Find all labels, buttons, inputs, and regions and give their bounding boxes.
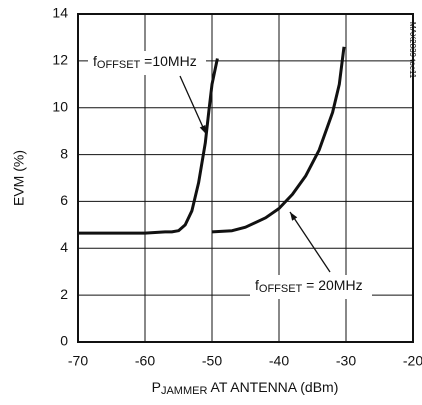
series-line bbox=[78, 58, 219, 235]
y-tick-label: 6 bbox=[60, 192, 68, 208]
plot-frame bbox=[77, 13, 414, 343]
arrow-head bbox=[199, 125, 206, 134]
x-tick-label: -40 bbox=[269, 353, 289, 369]
y-tick-label: 10 bbox=[52, 98, 68, 114]
x-label-sub: JAMMER bbox=[161, 385, 208, 397]
y-tick-label: 14 bbox=[52, 5, 68, 21]
x-tick-label: -30 bbox=[336, 353, 356, 369]
label-sub: OFFSET bbox=[97, 59, 141, 71]
x-label-part: AT ANTENNA (dBm) bbox=[207, 379, 338, 395]
y-tick-label: 4 bbox=[60, 239, 68, 255]
x-axis-label: PJAMMER AT ANTENNA (dBm) bbox=[152, 379, 339, 397]
y-tick-label: 2 bbox=[60, 286, 68, 302]
label-part: =10MHz bbox=[140, 53, 196, 69]
label-part: f bbox=[255, 277, 259, 293]
arrow-line bbox=[289, 211, 331, 273]
y-tick-label: 8 bbox=[60, 145, 68, 161]
x-tick-label: -70 bbox=[68, 353, 88, 369]
label-bg bbox=[88, 51, 206, 75]
series-line bbox=[211, 46, 346, 234]
label-bg bbox=[250, 275, 372, 299]
y-tick-label: 12 bbox=[52, 52, 68, 68]
x-tick-label: -50 bbox=[202, 353, 222, 369]
x-tick-label: -60 bbox=[135, 353, 155, 369]
x-label-part: P bbox=[152, 379, 161, 395]
series-label: fOFFSET = 20MHz bbox=[255, 277, 363, 295]
x-tick-label: -20 bbox=[403, 353, 422, 369]
arrow-head bbox=[290, 212, 298, 221]
series-label: fOFFSET =10MHz bbox=[93, 53, 197, 71]
label-part: = 20MHz bbox=[302, 277, 362, 293]
y-axis-label: EVM (%) bbox=[11, 150, 27, 206]
label-part: f bbox=[93, 53, 97, 69]
y-tick-label: 0 bbox=[60, 333, 68, 349]
label-sub: OFFSET bbox=[259, 283, 303, 295]
arrow-line bbox=[179, 75, 207, 135]
